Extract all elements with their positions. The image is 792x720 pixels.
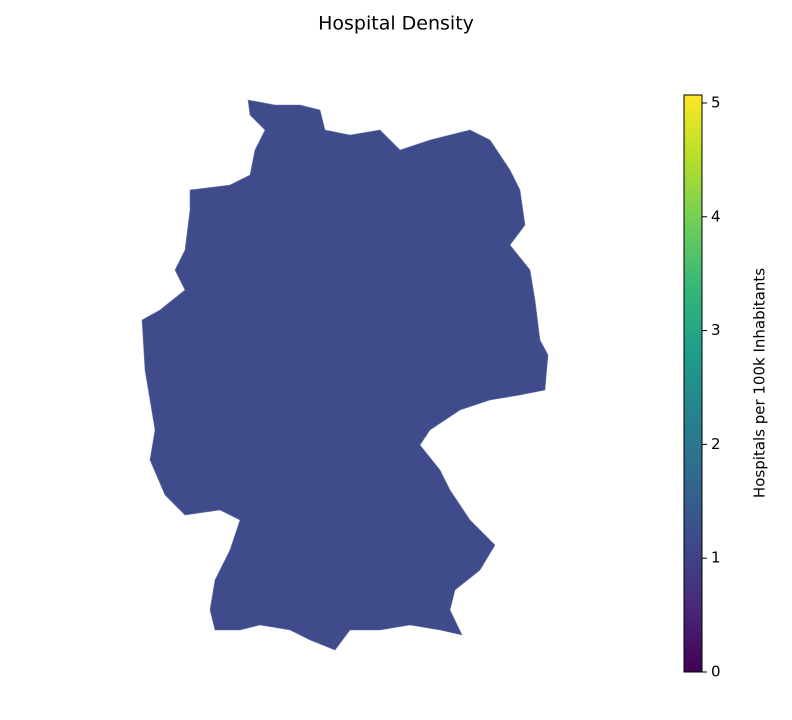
colorbar-label: Hospitals per 100k Inhabitants — [751, 268, 769, 498]
colorbar — [683, 94, 703, 673]
colorbar-tick-label: 1 — [711, 549, 721, 567]
map-title: Hospital Density — [318, 13, 474, 35]
colorbar-tick-label: 4 — [711, 207, 721, 225]
country-outline — [141, 99, 549, 651]
colorbar-tick-label: 3 — [711, 321, 721, 339]
colorbar-tick-label: 5 — [711, 93, 721, 111]
colorbar-tick-label: 0 — [711, 663, 721, 681]
colorbar-tick-label: 2 — [711, 435, 721, 453]
